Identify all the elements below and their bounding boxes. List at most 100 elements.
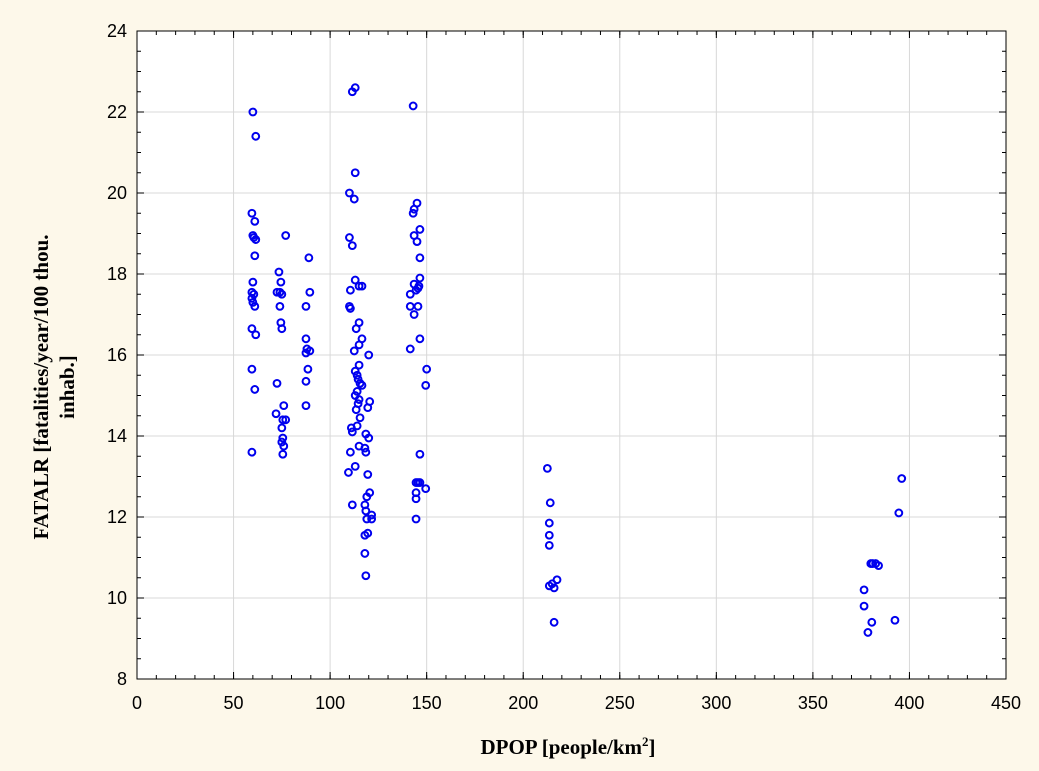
data-point [345, 447, 355, 457]
data-point [250, 385, 260, 394]
data-point [272, 287, 282, 297]
data-point [301, 302, 311, 311]
x-tick-label: 300 [701, 693, 731, 713]
data-point [549, 583, 559, 593]
y-tick-label: 12 [107, 507, 127, 527]
data-point [345, 233, 354, 242]
data-point [360, 530, 370, 540]
data-point [405, 302, 415, 311]
y-tick-label: 8 [117, 669, 127, 689]
data-point [405, 344, 415, 354]
data-point [303, 364, 313, 374]
data-point [421, 380, 431, 390]
data-point [347, 427, 357, 437]
data-point [247, 447, 257, 457]
data-point [247, 324, 257, 334]
data-point [274, 267, 284, 277]
data-point [350, 461, 360, 471]
data-point [360, 443, 370, 453]
data-point [250, 302, 260, 311]
data-point [413, 283, 423, 293]
data-point [362, 514, 372, 524]
data-point [305, 346, 315, 356]
data-point [411, 285, 421, 295]
data-point [278, 433, 288, 443]
data-point [415, 273, 425, 283]
x-tick-label: 250 [605, 693, 635, 713]
data-point [278, 415, 288, 425]
data-point [357, 380, 367, 390]
data-point [271, 409, 281, 419]
x-tick-label: 400 [894, 693, 924, 713]
data-point [863, 628, 873, 637]
y-tick-label: 24 [107, 21, 127, 41]
data-point [345, 188, 354, 198]
data-point [363, 470, 373, 479]
x-tick-label: 350 [798, 693, 828, 713]
data-point [277, 289, 287, 299]
x-tick-label: 150 [412, 693, 442, 713]
data-point [276, 277, 286, 287]
data-point [250, 251, 260, 261]
x-tick-label: 0 [132, 693, 142, 713]
data-point [874, 561, 883, 570]
y-tick-label: 18 [107, 264, 127, 284]
data-point [279, 441, 289, 451]
data-point [250, 216, 260, 226]
x-axis-ticks: 0 50 100 150 200 250 300 350 400 450 [132, 31, 1021, 713]
data-point [415, 449, 425, 459]
y-tick-label: 16 [107, 345, 127, 365]
data-point [355, 378, 365, 388]
data-point [305, 287, 315, 297]
data-point [412, 237, 422, 247]
data-point [281, 415, 291, 425]
y-tick-label: 22 [107, 102, 127, 122]
data-point [544, 530, 554, 540]
y-axis-title: FATALR [fatalities/year/100 thou. inhab.… [29, 234, 79, 539]
data-point [301, 401, 311, 411]
data-point [545, 498, 555, 508]
x-tick-label: 450 [991, 693, 1021, 713]
data-point [867, 617, 877, 627]
data-point [866, 559, 876, 568]
y-tick-label: 20 [107, 183, 127, 203]
data-point [279, 401, 289, 411]
x-axis-title: DPOP [people/km2] [480, 734, 655, 759]
data-point [281, 231, 291, 240]
data-point [272, 378, 282, 388]
data-point [251, 330, 261, 340]
y-axis-ticks: 8 10 12 14 16 18 20 22 24 [107, 21, 1006, 689]
x-tick-label: 100 [315, 693, 345, 713]
data-point [421, 484, 431, 494]
data-point [349, 194, 359, 204]
data-point [247, 293, 257, 303]
data-point [364, 433, 374, 443]
data-point [277, 324, 287, 334]
data-point [354, 395, 364, 404]
data-point [248, 277, 258, 287]
data-point [408, 101, 418, 111]
data-point [542, 464, 552, 473]
data-point [411, 514, 421, 524]
data-point [360, 549, 370, 558]
data-point [251, 235, 261, 244]
data-point [301, 334, 311, 344]
data-point [361, 447, 371, 457]
data-point [409, 310, 419, 319]
y-axis-title-line2: inhab.] [55, 355, 79, 419]
data-point [355, 413, 365, 423]
data-point [351, 324, 361, 334]
data-point [248, 107, 258, 117]
y-axis-title-line1: FATALR [fatalities/year/100 thou. [29, 234, 53, 539]
data-point [350, 275, 360, 285]
data-point [422, 364, 432, 374]
data-point [354, 360, 364, 370]
data-point [349, 346, 359, 356]
data-point [304, 253, 314, 263]
data-point [362, 492, 372, 502]
data-point [275, 287, 285, 297]
data-point [275, 302, 285, 311]
data-point [411, 494, 421, 504]
data-point [345, 304, 355, 313]
data-point [859, 585, 869, 595]
